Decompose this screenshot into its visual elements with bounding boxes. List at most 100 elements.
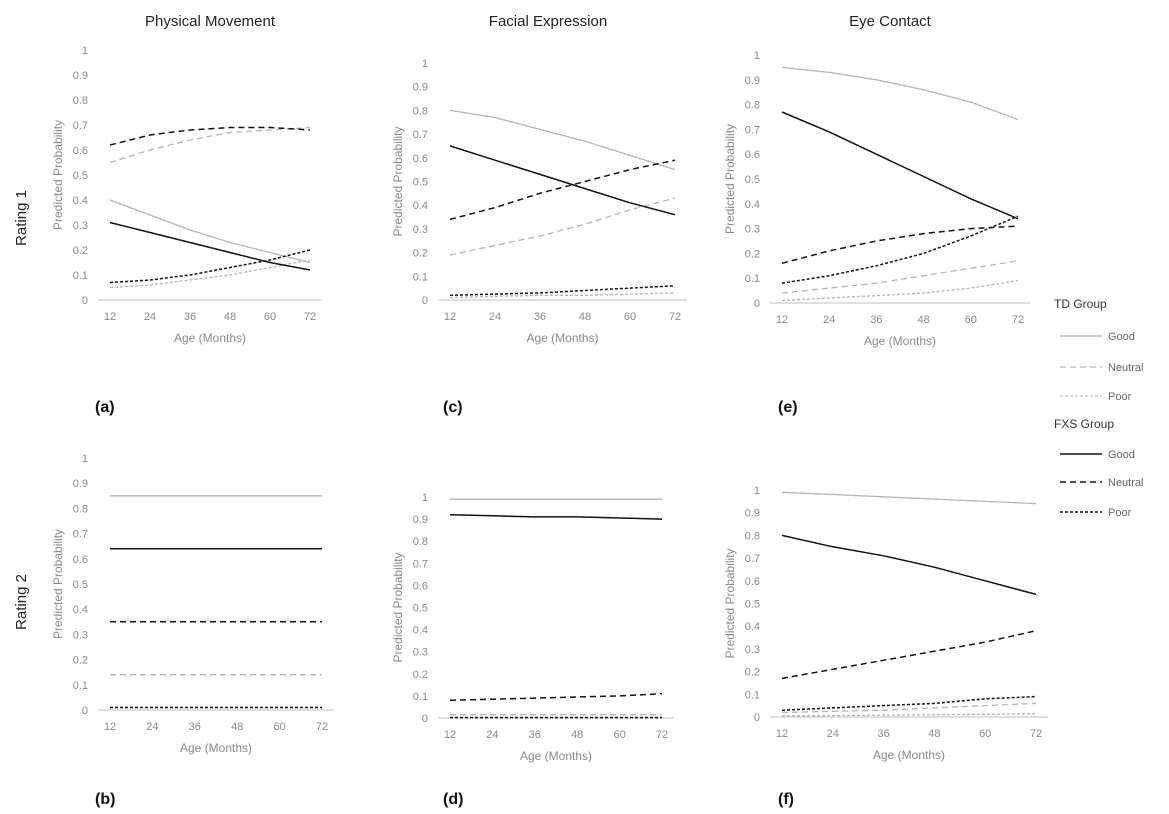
y-tick-label: 0.5 [745, 599, 760, 611]
series-line-td-good [109, 199, 311, 264]
y-tick-label: 0.8 [73, 503, 88, 515]
x-axis-label: Age (Months) [174, 331, 246, 345]
x-tick-label: 24 [827, 728, 839, 740]
x-tick-label: 36 [189, 721, 201, 733]
x-tick-label: 12 [444, 729, 456, 741]
legend-item-label: Poor [1108, 507, 1132, 519]
y-tick-label: 0.7 [73, 529, 88, 541]
y-tick-label: 0.3 [745, 224, 760, 236]
y-tick-label: 1 [82, 453, 88, 465]
y-tick-label: 0 [422, 295, 428, 307]
y-tick-label: 0.6 [73, 554, 88, 566]
series-line-td-poor [781, 280, 1019, 302]
y-tick-label: 0.1 [413, 271, 428, 283]
y-tick-label: 0.9 [73, 478, 88, 490]
series-line-fxs-good [109, 221, 311, 271]
panel-label: (e) [778, 399, 798, 416]
y-tick-label: 0.8 [413, 536, 428, 548]
x-tick-label: 48 [231, 721, 243, 733]
y-tick-label: 0.8 [413, 105, 428, 117]
y-tick-label: 0.6 [745, 576, 760, 588]
series-line-td-poor [449, 292, 676, 299]
chart-panel-b: 0 0.1 0.2 0.3 0.4 0.5 0.6 0.7 0.8 0.9 1 12 24 36 48 60 7… [51, 453, 334, 808]
chart-panel-d: 0 0.1 0.2 0.3 0.4 0.5 0.6 0.7 0.8 0.9 1 12 24 36 48 60 7… [391, 492, 674, 808]
y-axis-label: Predicted Probability [391, 552, 405, 662]
x-tick-label: 36 [534, 311, 546, 323]
x-tick-label: 48 [917, 314, 929, 326]
series-line-fxs-good [781, 111, 1019, 220]
x-tick-label: 60 [965, 314, 977, 326]
y-tick-label: 1 [754, 50, 760, 62]
series-line-td-neutral [449, 197, 676, 256]
legend-item-label: Poor [1108, 391, 1132, 403]
x-tick-label: 24 [489, 311, 501, 323]
y-tick-label: 0.2 [413, 248, 428, 260]
chart-panels: 0 0.1 0.2 0.3 0.4 0.5 0.6 0.7 0.8 0.9 1 12 24 36 48 60 7… [51, 45, 1048, 808]
series-line-fxs-poor [781, 695, 1037, 711]
x-tick-label: 60 [979, 728, 991, 740]
y-axis-label: Predicted Probability [51, 120, 65, 230]
y-tick-label: 0.7 [413, 129, 428, 141]
y-tick-label: 0.2 [73, 245, 88, 257]
y-tick-label: 0.6 [73, 145, 88, 157]
legend-item-label: Good [1108, 449, 1135, 461]
x-tick-label: 12 [776, 728, 788, 740]
y-tick-label: 0.9 [745, 75, 760, 87]
x-tick-label: 12 [104, 311, 116, 323]
x-tick-label: 72 [316, 721, 328, 733]
x-tick-label: 48 [224, 311, 236, 323]
y-tick-label: 0.3 [73, 220, 88, 232]
y-tick-label: 0.9 [73, 70, 88, 82]
legend: TD Group Good Neutral Poor FXS Group Good Neut… [1054, 297, 1143, 519]
y-tick-label: 0.3 [745, 644, 760, 656]
series-line-fxs-good [781, 534, 1037, 596]
x-tick-label: 72 [304, 311, 316, 323]
y-tick-label: 0.4 [745, 621, 760, 633]
y-tick-label: 0.7 [745, 553, 760, 565]
y-tick-label: 0.1 [73, 270, 88, 282]
x-tick-label: 60 [613, 729, 625, 741]
series-line-td-good [781, 491, 1037, 505]
x-tick-label: 60 [264, 311, 276, 323]
x-axis-label: Age (Months) [864, 334, 936, 348]
y-tick-label: 0.2 [73, 655, 88, 667]
y-tick-label: 0.1 [413, 691, 428, 703]
y-axis-label: Predicted Probability [51, 529, 65, 639]
x-axis-label: Age (Months) [180, 741, 252, 755]
x-axis-label: Age (Months) [526, 331, 598, 345]
y-tick-label: 0 [422, 713, 428, 725]
y-tick-label: 0.5 [73, 170, 88, 182]
x-tick-label: 36 [529, 729, 541, 741]
series-line-fxs-neutral [449, 692, 663, 702]
y-tick-label: 0.2 [413, 669, 428, 681]
series-line-td-good [449, 109, 676, 171]
y-axis-label: Predicted Probability [723, 124, 737, 234]
x-tick-label: 24 [144, 311, 156, 323]
y-tick-label: 0.5 [745, 174, 760, 186]
y-tick-label: 0.7 [413, 558, 428, 570]
y-tick-label: 0.7 [745, 124, 760, 136]
y-tick-label: 1 [82, 45, 88, 57]
row-label-rating-1: Rating 1 [13, 190, 30, 246]
series-line-td-neutral [109, 126, 311, 164]
y-tick-label: 0.4 [73, 195, 88, 207]
chart-panel-f: 0 0.1 0.2 0.3 0.4 0.5 0.6 0.7 0.8 0.9 1 12 24 36 48 60 7… [723, 485, 1048, 808]
col-title-facial-expression: Facial Expression [489, 13, 607, 30]
series-line-fxs-poor [449, 285, 676, 297]
y-tick-label: 0.5 [73, 579, 88, 591]
y-tick-label: 0.1 [73, 680, 88, 692]
x-tick-label: 72 [1030, 728, 1042, 740]
chart-panel-a: 0 0.1 0.2 0.3 0.4 0.5 0.6 0.7 0.8 0.9 1 12 24 36 48 60 7… [51, 45, 322, 416]
y-tick-label: 0 [754, 298, 760, 310]
series-line-td-poor [781, 712, 1037, 717]
panel-label: (d) [443, 791, 463, 808]
x-tick-label: 60 [624, 311, 636, 323]
x-tick-label: 72 [656, 729, 668, 741]
y-tick-label: 0.1 [745, 689, 760, 701]
y-axis-label: Predicted Probability [723, 548, 737, 658]
legend-item-label: Neutral [1108, 362, 1143, 374]
y-tick-label: 1 [754, 485, 760, 497]
series-line-fxs-poor [781, 215, 1019, 284]
y-tick-label: 0.4 [745, 199, 760, 211]
col-title-physical-movement: Physical Movement [145, 13, 276, 30]
